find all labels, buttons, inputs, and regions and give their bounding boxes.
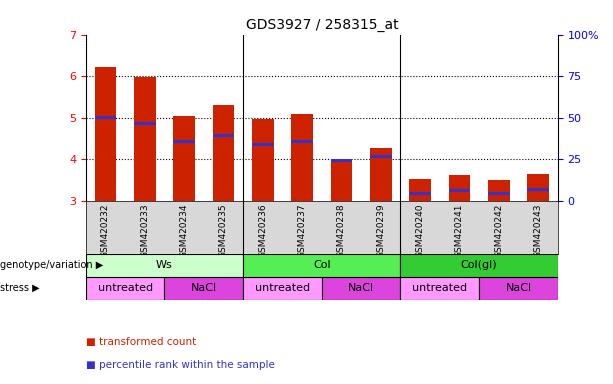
Text: GSM420235: GSM420235: [219, 204, 228, 258]
Bar: [400, 277, 479, 300]
Bar: [134, 77, 156, 201]
Text: NaCl: NaCl: [506, 283, 531, 293]
Bar: [86, 277, 164, 300]
Text: Col(gl): Col(gl): [461, 260, 498, 270]
Text: GSM420234: GSM420234: [180, 204, 189, 258]
Bar: [527, 174, 549, 201]
Text: GSM420241: GSM420241: [455, 204, 464, 258]
Bar: [488, 192, 509, 195]
Bar: [252, 144, 273, 146]
Text: untreated: untreated: [97, 283, 153, 293]
Text: GSM420243: GSM420243: [534, 204, 543, 258]
Bar: [94, 67, 116, 201]
Bar: [173, 140, 195, 143]
Bar: [213, 104, 234, 201]
Text: GSM420232: GSM420232: [101, 204, 110, 258]
Bar: [134, 122, 156, 125]
Bar: [409, 179, 431, 201]
Bar: [479, 277, 558, 300]
Bar: [409, 192, 431, 195]
Title: GDS3927 / 258315_at: GDS3927 / 258315_at: [246, 18, 398, 32]
Bar: [488, 180, 509, 201]
Bar: [213, 134, 234, 137]
Bar: [86, 254, 243, 277]
Text: GSM420233: GSM420233: [140, 204, 150, 258]
Bar: [330, 161, 352, 201]
Bar: [164, 277, 243, 300]
Bar: [291, 140, 313, 143]
Text: GSM420236: GSM420236: [258, 204, 267, 258]
Bar: [400, 254, 558, 277]
Bar: [449, 189, 470, 192]
Text: NaCl: NaCl: [191, 283, 217, 293]
Bar: [330, 159, 352, 162]
Text: NaCl: NaCl: [348, 283, 374, 293]
Bar: [449, 175, 470, 201]
Bar: [322, 277, 400, 300]
Bar: [370, 148, 392, 201]
Bar: [243, 277, 322, 300]
Bar: [370, 155, 392, 157]
Text: GSM420237: GSM420237: [298, 204, 306, 258]
Bar: [252, 119, 273, 201]
Text: GSM420238: GSM420238: [337, 204, 346, 258]
Text: ■ percentile rank within the sample: ■ percentile rank within the sample: [86, 360, 275, 370]
Bar: [291, 114, 313, 201]
Text: GSM420242: GSM420242: [494, 204, 503, 258]
Text: GSM420239: GSM420239: [376, 204, 386, 258]
Text: ■ transformed count: ■ transformed count: [86, 337, 196, 347]
Text: GSM420240: GSM420240: [416, 204, 425, 258]
Text: Ws: Ws: [156, 260, 173, 270]
Text: stress ▶: stress ▶: [0, 283, 40, 293]
Bar: [173, 116, 195, 201]
Text: untreated: untreated: [255, 283, 310, 293]
Text: Col: Col: [313, 260, 330, 270]
Bar: [527, 188, 549, 191]
Text: untreated: untreated: [413, 283, 467, 293]
Bar: [243, 254, 400, 277]
Text: genotype/variation ▶: genotype/variation ▶: [0, 260, 103, 270]
Bar: [94, 116, 116, 119]
